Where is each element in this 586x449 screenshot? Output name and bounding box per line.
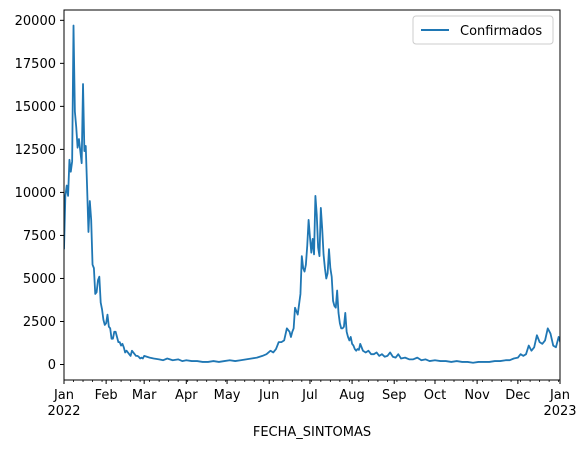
x-tick-label: Sep	[382, 388, 407, 403]
x-axis-label: FECHA_SINTOMAS	[253, 425, 371, 440]
y-tick-label: 10000	[15, 186, 56, 201]
y-tick-label: 17500	[15, 57, 56, 72]
x-tick-label: Nov	[464, 388, 490, 403]
plot-area	[64, 10, 560, 380]
legend-box	[412, 15, 554, 45]
x-tick-label: Mar	[132, 388, 157, 403]
y-axis-ticks: 0 2500 5000 7500 10000 12500 15000 17500 20000	[15, 14, 64, 373]
x-tick-year-label: 2022	[47, 404, 80, 419]
plot-frame	[63, 9, 561, 381]
y-tick-label: 20000	[15, 14, 56, 29]
legend: Confirmados	[412, 15, 554, 45]
series-layer	[64, 24, 560, 364]
y-tick-label: 15000	[15, 100, 56, 115]
x-tick-label: Aug	[339, 388, 364, 403]
y-tick-label: 5000	[23, 272, 56, 287]
x-tick-label: Jun	[258, 388, 279, 403]
y-tick-label: 7500	[23, 229, 56, 244]
y-tick-label: 0	[48, 358, 56, 373]
x-tick-label: Oct	[424, 388, 446, 403]
y-tick-label: 12500	[15, 143, 56, 158]
y-tick-label: 2500	[23, 315, 56, 330]
x-tick-label: Dec	[505, 388, 530, 403]
x-tick-label: Jan	[549, 388, 570, 403]
x-tick-year-label: 2023	[543, 404, 576, 419]
x-tick-label: Feb	[95, 388, 118, 403]
x-tick-label: Jul	[301, 388, 318, 403]
series-line-confirmados	[64, 24, 560, 364]
x-tick-label: Apr	[175, 388, 198, 403]
x-tick-label: Jan	[53, 388, 74, 403]
x-tick-label: May	[214, 388, 241, 403]
legend-label: Confirmados	[460, 24, 542, 39]
